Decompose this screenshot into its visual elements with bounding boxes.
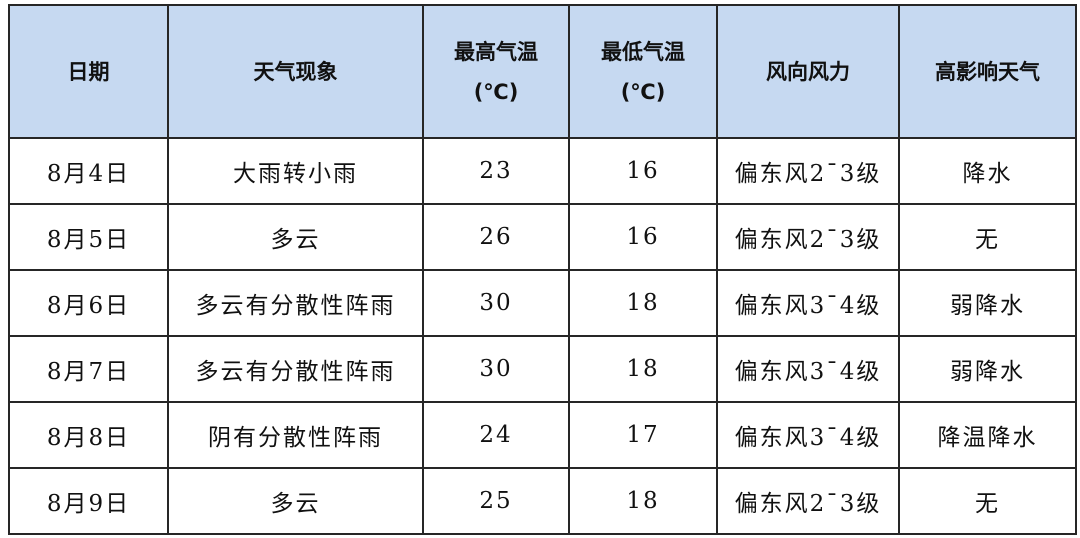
cell-min-temp: 18 — [568, 335, 718, 403]
header-date: 日期 — [8, 4, 169, 139]
cell-max-temp: 26 — [422, 203, 570, 271]
cell-min-temp: 18 — [568, 269, 718, 337]
cell-date: 8月9日 — [8, 467, 169, 535]
cell-weather: 多云有分散性阵雨 — [167, 269, 424, 337]
cell-wind: 偏东风3¯4级 — [716, 269, 900, 337]
cell-impact: 弱降水 — [898, 335, 1077, 403]
cell-weather: 多云有分散性阵雨 — [167, 335, 424, 403]
cell-wind: 偏东风3¯4级 — [716, 335, 900, 403]
header-min-temp: 最低气温 (℃) — [568, 4, 718, 139]
cell-impact: 降温降水 — [898, 401, 1077, 469]
cell-impact: 降水 — [898, 137, 1077, 205]
cell-wind: 偏东风2¯3级 — [716, 203, 900, 271]
header-max-temp: 最高气温 (℃) — [422, 4, 570, 139]
table-row: 8月5日 多云 26 16 偏东风2¯3级无 — [8, 203, 1077, 271]
table-row: 8月9日 多云 25 18 偏东风2¯3级无 — [8, 467, 1077, 535]
cell-date: 8月8日 — [8, 401, 169, 469]
weather-forecast-table: 日期 天气现象 最高气温 (℃) 最低气温 (℃) 风向风力 高影响天气 8月4日大… — [8, 4, 1077, 535]
cell-min-temp: 18 — [568, 467, 718, 535]
cell-impact: 无 — [898, 467, 1077, 535]
cell-max-temp: 30 — [422, 335, 570, 403]
cell-max-temp: 24 — [422, 401, 570, 469]
table-row: 8月8日 阴有分散性阵雨 24 17 偏东风3¯4级 降温降水 — [8, 401, 1077, 469]
cell-max-temp: 30 — [422, 269, 570, 337]
cell-min-temp: 16 — [568, 137, 718, 205]
header-impact: 高影响天气 — [898, 4, 1077, 139]
cell-min-temp: 16 — [568, 203, 718, 271]
cell-impact: 弱降水 — [898, 269, 1077, 337]
table-row: 8月4日 大雨转小雨 23 16 偏东风2¯3级 降水 — [8, 137, 1077, 205]
table-row: 8月7日 多云有分散性阵雨 30 18 偏东风3¯4级 弱降水 — [8, 335, 1077, 403]
cell-min-temp: 17 — [568, 401, 718, 469]
cell-weather: 多云 — [167, 467, 424, 535]
cell-weather: 多云 — [167, 203, 424, 271]
cell-max-temp: 25 — [422, 467, 570, 535]
cell-date: 8月7日 — [8, 335, 169, 403]
cell-weather: 阴有分散性阵雨 — [167, 401, 424, 469]
header-weather: 天气现象 — [167, 4, 424, 139]
cell-max-temp: 23 — [422, 137, 570, 205]
cell-impact: 无 — [898, 203, 1077, 271]
cell-wind: 偏东风2¯3级 — [716, 137, 900, 205]
table-row: 8月6日 多云有分散性阵雨 30 18 偏东风3¯4级 弱降水 — [8, 269, 1077, 337]
cell-date: 8月5日 — [8, 203, 169, 271]
cell-date: 8月4日 — [8, 137, 169, 205]
cell-wind: 偏东风2¯3级 — [716, 467, 900, 535]
header-wind: 风向风力 — [716, 4, 900, 139]
cell-wind: 偏东风3¯4级 — [716, 401, 900, 469]
cell-date: 8月6日 — [8, 269, 169, 337]
cell-weather: 大雨转小雨 — [167, 137, 424, 205]
header-row: 日期 天气现象 最高气温 (℃) 最低气温 (℃) 风向风力 高影响天气 — [8, 4, 1077, 139]
